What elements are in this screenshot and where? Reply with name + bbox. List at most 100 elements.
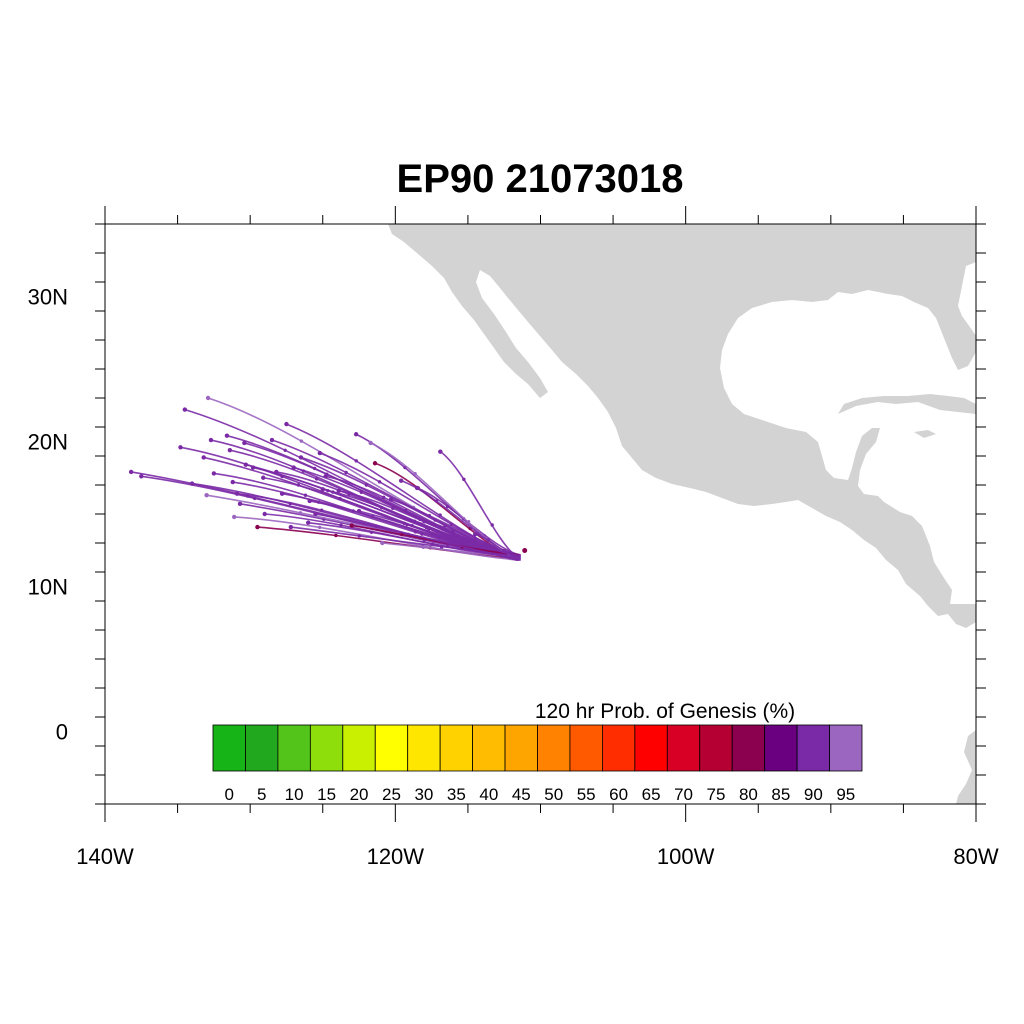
colorbar-tick-label: 70 — [674, 785, 693, 804]
colorbar-box — [666, 724, 701, 772]
colorbar-tick-label: 80 — [739, 785, 758, 804]
track-end-point — [243, 462, 249, 467]
track-line — [315, 513, 519, 561]
track-end-point — [307, 498, 312, 504]
lon-label: 120W — [367, 844, 425, 869]
colorbar-tick-label: 90 — [804, 785, 823, 804]
track-point — [283, 448, 287, 452]
track-point — [443, 523, 447, 528]
track-end-point — [279, 491, 285, 496]
track-point — [377, 480, 382, 484]
colorbar-tick-label: 65 — [642, 785, 661, 804]
track-end-point — [368, 440, 373, 446]
track-point — [252, 496, 257, 501]
track-end-point — [349, 523, 354, 528]
track-end-point — [306, 520, 311, 525]
track-end-point — [398, 478, 404, 483]
track-point — [424, 525, 429, 530]
track-end-point — [422, 519, 427, 524]
storm-tracks — [128, 395, 528, 561]
colorbar-tick-label: 95 — [836, 785, 855, 804]
colorbar-tick-label: 15 — [317, 785, 336, 804]
track-point — [490, 523, 494, 527]
track-line — [245, 463, 521, 558]
track-point — [314, 477, 319, 481]
track-point — [364, 483, 369, 487]
land-jamaica — [914, 430, 936, 438]
track-end-point — [380, 540, 385, 546]
track-point — [466, 519, 471, 524]
land-layer — [388, 224, 976, 804]
track-end-point — [288, 524, 294, 530]
track-point — [344, 470, 348, 475]
track-end-point — [313, 511, 318, 517]
colorbar-tick-label: 85 — [771, 785, 790, 804]
colorbar-box — [439, 724, 473, 772]
colorbar-tick-label: 35 — [447, 785, 466, 804]
colorbar-box — [342, 724, 376, 772]
colorbar-box — [699, 724, 733, 772]
track-end-point — [317, 450, 323, 456]
track-end-point — [211, 471, 217, 476]
track-point — [405, 522, 409, 527]
track-end-point — [205, 395, 211, 401]
track-point — [434, 499, 439, 503]
colorbar-box — [829, 724, 863, 772]
track-end-point — [284, 421, 289, 427]
colorbar-tick-label: 0 — [224, 785, 233, 804]
track-point — [339, 523, 343, 527]
land-north-america — [388, 224, 976, 628]
lon-label: 100W — [657, 844, 715, 869]
lon-label: 80W — [953, 844, 998, 869]
track-point — [299, 439, 304, 443]
land-south-america — [956, 730, 976, 804]
track-end-point — [227, 448, 233, 453]
track-end-point — [269, 437, 275, 443]
track-point — [381, 495, 386, 500]
track-point — [298, 511, 303, 515]
track-line — [474, 533, 518, 560]
track-point — [413, 472, 417, 476]
track-end-point — [472, 532, 478, 537]
track-end-point — [224, 433, 230, 438]
track-end-point — [208, 437, 214, 443]
track-end-point — [231, 514, 237, 520]
track-start-point — [522, 548, 528, 553]
colorbar-box — [731, 724, 766, 772]
colorbar-tick-label: 45 — [512, 785, 531, 804]
track-point — [354, 459, 358, 463]
track-point — [374, 524, 379, 529]
track-point — [421, 545, 425, 549]
track-line — [271, 439, 518, 557]
track-point — [357, 534, 361, 538]
colorbar-title: 120 hr Prob. of Genesis (%) — [535, 700, 795, 723]
track-point — [369, 530, 374, 534]
track-end-point — [353, 432, 359, 437]
land-cuba — [838, 394, 976, 414]
track-point — [438, 513, 442, 517]
track-line — [351, 524, 519, 556]
track-point — [400, 532, 404, 537]
colorbar-box — [634, 724, 668, 772]
track-end-point — [298, 455, 304, 460]
track-point — [448, 541, 452, 545]
colorbar-tick-label: 55 — [577, 785, 596, 804]
track-end-point — [201, 455, 206, 460]
colorbar-box — [407, 724, 441, 772]
track-end-point — [189, 481, 195, 486]
track-point — [370, 514, 375, 519]
track-point — [420, 532, 424, 536]
track-line — [439, 450, 518, 558]
track-end-point — [182, 407, 188, 412]
colorbar-tick-label: 40 — [479, 785, 498, 804]
track-point — [303, 493, 308, 497]
track-end-point — [237, 501, 243, 507]
colorbar-labels: 0 5 10 15 20 25 30 35 40 45 50 55 60 65 70 75 80 85 90 95 — [224, 785, 855, 804]
track-point — [391, 506, 395, 510]
track-end-point — [372, 461, 378, 466]
axis-ticks — [95, 206, 986, 822]
track-point — [486, 538, 490, 542]
colorbar-box — [245, 724, 279, 772]
lat-label: 10N — [28, 575, 68, 600]
